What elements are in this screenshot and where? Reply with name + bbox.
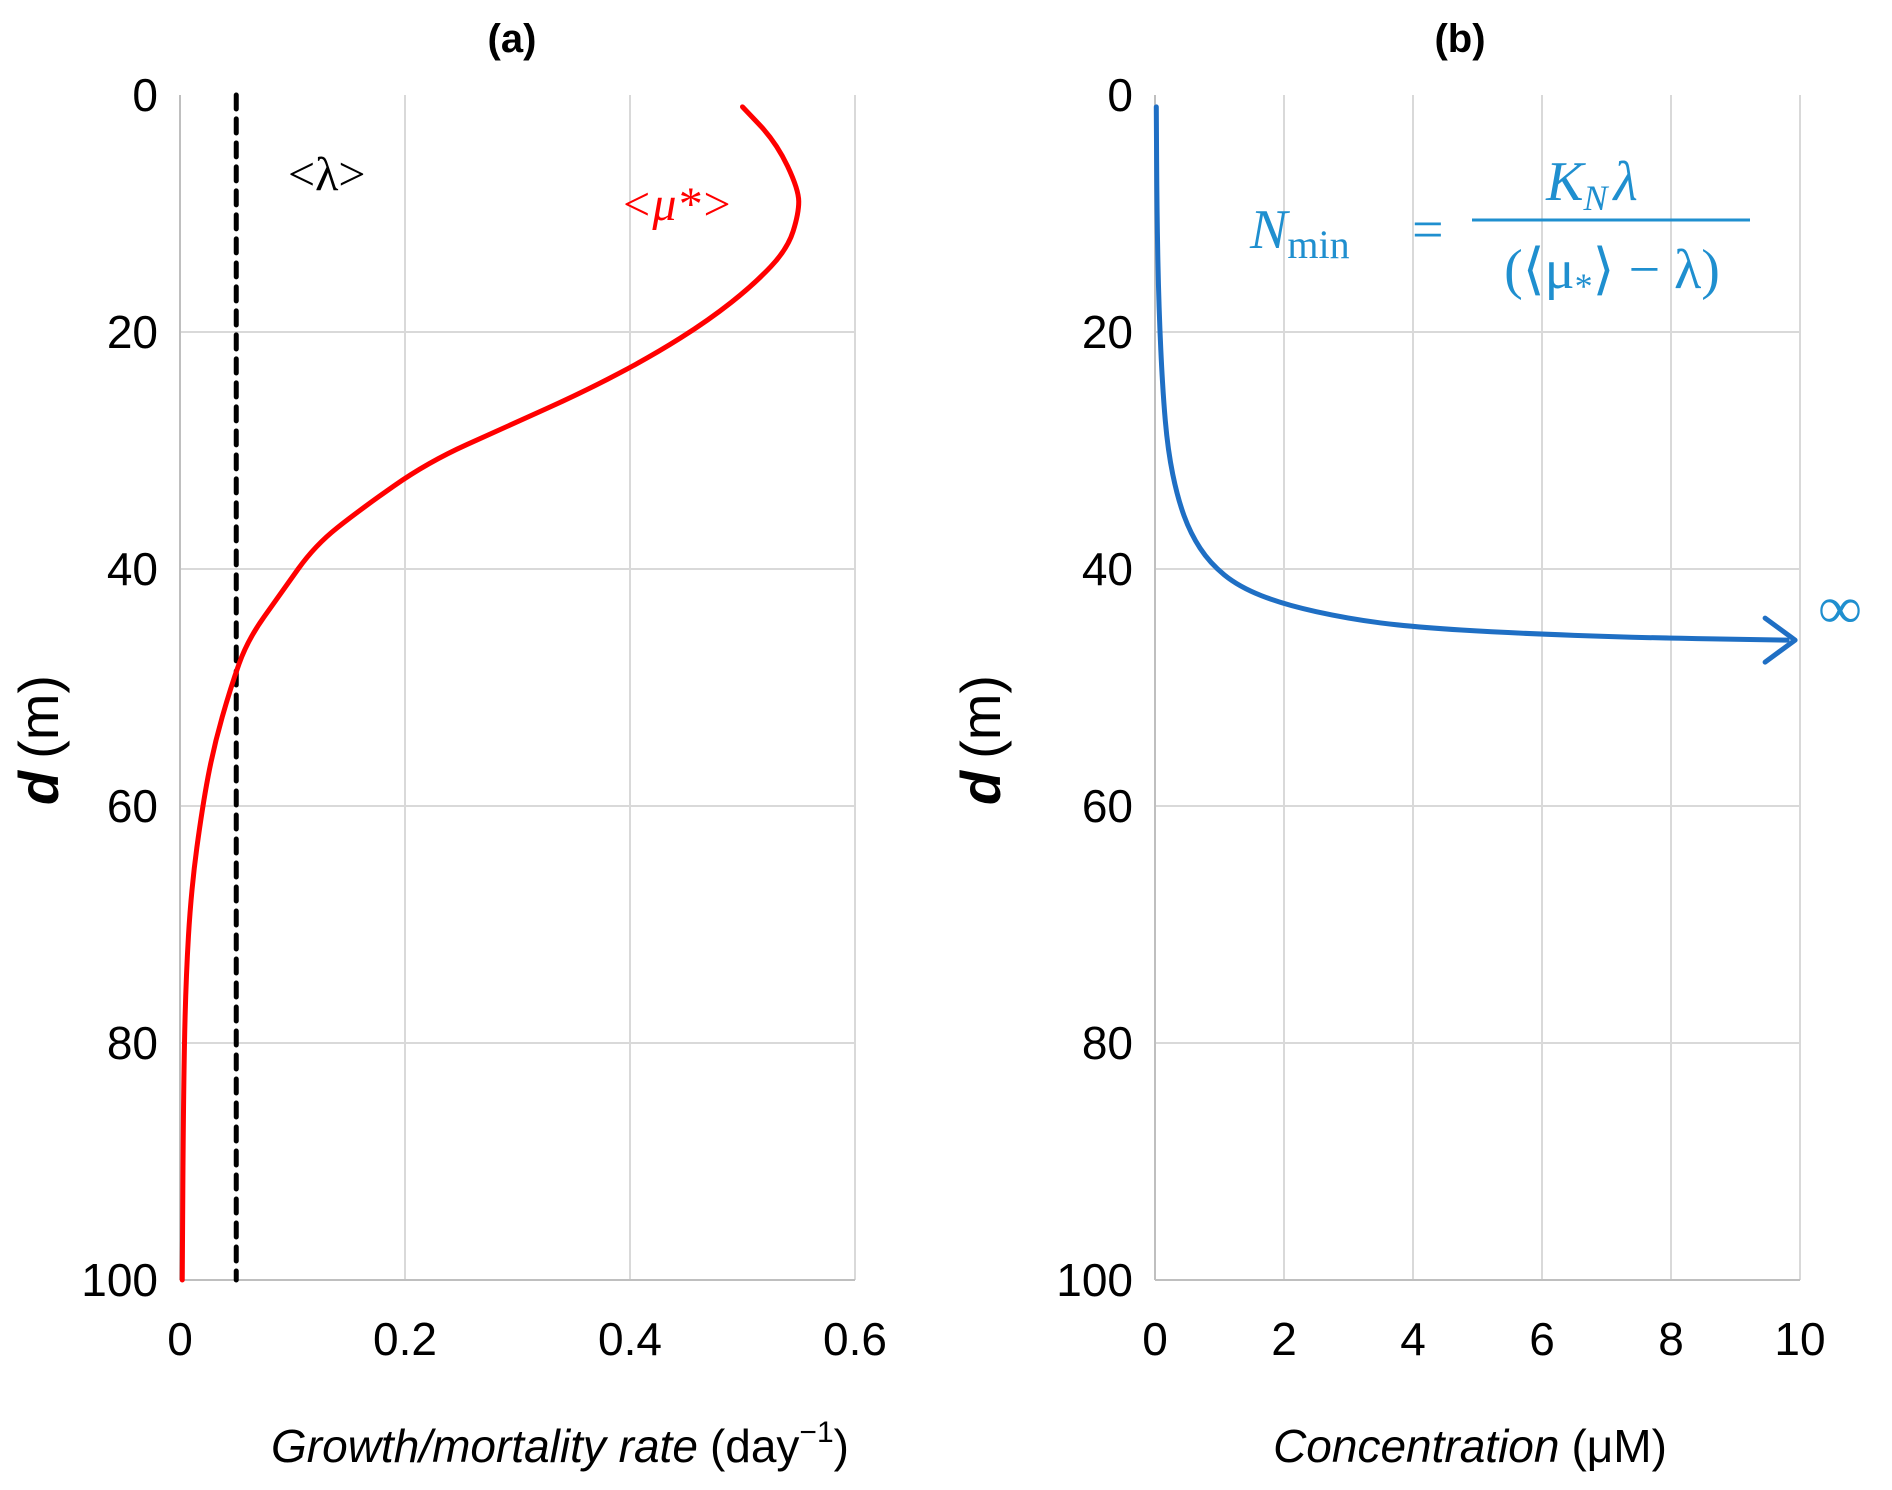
x-tick-label: 0.6 (823, 1313, 887, 1365)
panel-a-x-axis-label: Growth/mortality rate (day−1) (271, 1416, 849, 1472)
panel-b-series (1153, 104, 1798, 665)
panel-a-x-axis-label-unit: (day (710, 1420, 799, 1472)
x-tick-label: 0.2 (373, 1313, 437, 1365)
panel-a-x-ticks: 0 0.2 0.4 0.6 (167, 1313, 887, 1365)
formula-lhs-symbol: N (1249, 199, 1290, 261)
y-tick-label: 0 (132, 69, 158, 121)
series-line-mu (179, 104, 802, 1283)
panel-a-title: (a) (488, 17, 537, 61)
y-tick-label: 100 (1056, 1254, 1133, 1306)
panel-a-x-axis-label-sup: −1 (799, 1416, 833, 1449)
x-tick-label: 4 (1400, 1313, 1426, 1365)
x-tick-label: 2 (1271, 1313, 1297, 1365)
panel-a-x-axis-label-close: ) (834, 1420, 849, 1472)
x-tick-label: 0.4 (598, 1313, 662, 1365)
series-line-nmin (1153, 104, 1790, 643)
panel-b-y-ticks: 0 20 40 60 80 100 (1056, 69, 1133, 1306)
panel-b-formula: Nmin = KN λ (⟨μ*⟩ − λ) (1249, 151, 1750, 306)
x-tick-label: 10 (1774, 1313, 1825, 1365)
y-tick-label: 40 (1082, 543, 1133, 595)
x-tick-label: 6 (1529, 1313, 1555, 1365)
y-tick-label: 80 (1082, 1017, 1133, 1069)
y-tick-label: 100 (81, 1254, 158, 1306)
formula-numerator-k: K (1545, 151, 1586, 213)
formula-denominator-head: (⟨μ (1504, 239, 1575, 301)
formula-numerator: KN λ (1545, 151, 1638, 218)
y-tick-label: 60 (107, 780, 158, 832)
panel-b-y-axis-label-unit: (m) (949, 675, 1012, 759)
formula-numerator-tail: λ (1612, 151, 1638, 213)
y-tick-label: 60 (1082, 780, 1133, 832)
formula-lhs: Nmin (1249, 199, 1350, 267)
formula-numerator-sub: N (1583, 178, 1610, 218)
formula-denominator: (⟨μ*⟩ − λ) (1504, 239, 1720, 306)
formula-denominator-sub: * (1575, 266, 1593, 306)
panel-a-y-axis-label-var: d (7, 769, 70, 805)
panel-b-x-axis-label-var: Concentration (1273, 1420, 1559, 1472)
panel-a-grid (179, 95, 856, 1281)
panel-a-y-ticks: 0 20 40 60 80 100 (81, 69, 158, 1306)
panel-b-x-axis-label: Concentration (μM) (1273, 1420, 1667, 1472)
panel-a-x-axis-label-var: Growth/mortality rate (271, 1420, 698, 1472)
y-tick-label: 0 (1107, 69, 1133, 121)
formula-denominator-tail: ⟩ − λ) (1593, 239, 1720, 301)
panel-a: (a) 0 20 40 60 80 100 0 0.2 0.4 0.6 <λ> <μ*> d (m… (7, 17, 887, 1472)
panel-b-title: (b) (1434, 17, 1485, 61)
y-tick-label: 40 (107, 543, 158, 595)
panel-b: (b) 0 20 40 60 80 100 0 2 4 6 8 10 d (m) Concentrat… (949, 17, 1861, 1472)
x-tick-label: 0 (167, 1313, 193, 1365)
y-tick-label: 20 (1082, 306, 1133, 358)
formula-equals: = (1412, 199, 1444, 261)
panel-a-y-axis-label-unit: (m) (7, 675, 70, 759)
panel-b-y-axis-label: d (m) (949, 675, 1012, 805)
panel-a-series (179, 92, 802, 1283)
arrow-head-icon (1762, 615, 1798, 665)
panel-a-lambda-label: <λ> (288, 148, 365, 201)
y-tick-label: 80 (107, 1017, 158, 1069)
y-tick-label: 20 (107, 306, 158, 358)
panel-b-x-axis-label-unit: (μM) (1571, 1420, 1666, 1472)
panel-a-mu-label: <μ*> (620, 178, 733, 231)
infinity-label: ∞ (1819, 575, 1862, 641)
x-tick-label: 0 (1142, 1313, 1168, 1365)
x-tick-label: 8 (1658, 1313, 1684, 1365)
panel-b-grid (1154, 95, 1801, 1281)
panel-b-x-ticks: 0 2 4 6 8 10 (1142, 1313, 1825, 1365)
panel-a-y-axis-label: d (m) (7, 675, 70, 805)
formula-lhs-sub: min (1287, 222, 1349, 267)
panel-b-y-axis-label-var: d (949, 769, 1012, 805)
